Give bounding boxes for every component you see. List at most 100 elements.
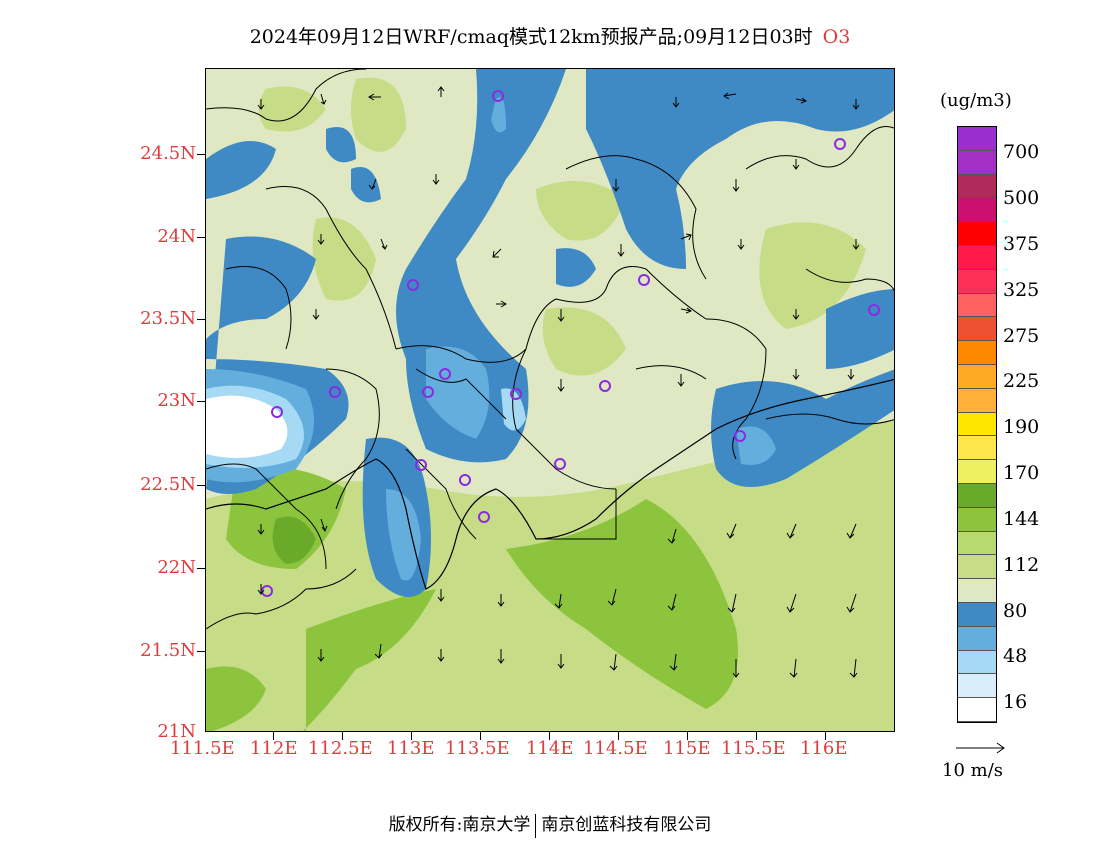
- zone-144-green-southwest: [206, 666, 266, 731]
- legend-label: 170: [1003, 462, 1040, 484]
- footer-divider: [535, 813, 537, 838]
- legend-label: 500: [1003, 187, 1040, 209]
- zone-very-low-central: [501, 388, 526, 431]
- lon-label-113: 113E: [387, 738, 435, 759]
- lat-tick: [197, 237, 205, 238]
- lat-tick: [197, 485, 205, 486]
- lat-label-21: 21N: [157, 721, 196, 742]
- zone-112-patch: [312, 217, 376, 301]
- lat-tick: [197, 154, 205, 155]
- legend-swatch: [958, 222, 996, 246]
- lat-tick: [197, 651, 205, 652]
- pollutant-species: O3: [822, 26, 851, 48]
- lon-tick: [756, 732, 757, 740]
- legend-swatch: [958, 626, 996, 651]
- lon-label-114: 114E: [526, 738, 574, 759]
- zone-112-patch: [258, 86, 326, 132]
- copyright-footer: 版权所有:南京大学 南京创蓝科技有限公司: [0, 810, 1100, 838]
- lat-label-21-5: 21.5N: [140, 640, 196, 661]
- lat-label-23-5: 23.5N: [140, 308, 196, 329]
- zone-144-dark-green: [272, 516, 316, 564]
- lon-tick: [618, 732, 619, 740]
- legend-swatch: [958, 127, 996, 151]
- legend-label: 80: [1003, 600, 1028, 622]
- legend-label: 375: [1003, 233, 1040, 255]
- lat-label-22-5: 22.5N: [140, 474, 196, 495]
- lon-tick: [549, 732, 550, 740]
- color-legend: [957, 126, 997, 723]
- legend-unit: (ug/m3): [940, 90, 1012, 111]
- lat-label-23: 23N: [157, 390, 196, 411]
- legend-swatch: [958, 603, 996, 627]
- zone-48-80-northeast: [826, 289, 894, 369]
- zone-16-48-delta: [386, 489, 421, 581]
- zone-48-80-patch: [351, 167, 381, 203]
- zone-112-patch: [351, 77, 406, 152]
- legend-label: 225: [1003, 370, 1040, 392]
- zone-48-80-northwest: [206, 141, 276, 199]
- legend-swatch: [958, 341, 996, 365]
- lat-tick: [197, 568, 205, 569]
- copyright-owner: 版权所有:南京大学: [388, 815, 531, 835]
- legend-swatch: [958, 674, 996, 699]
- legend-swatch: [958, 150, 996, 175]
- zone-144-green-south: [303, 589, 436, 731]
- legend-swatch: [958, 531, 996, 556]
- legend-swatch: [958, 698, 996, 722]
- legend-swatch: [958, 650, 996, 675]
- legend-label: 325: [1003, 279, 1040, 301]
- legend-swatch: [958, 555, 996, 580]
- title-text: 2024年09月12日WRF/cmaq模式12km预报产品;09月12日03时: [249, 26, 813, 48]
- legend-swatch: [958, 412, 996, 437]
- lat-label-24-5: 24.5N: [140, 143, 196, 164]
- administrative-boundaries: [206, 69, 894, 630]
- lon-label-113-5: 113.5E: [445, 738, 510, 759]
- legend-swatch: [958, 388, 996, 413]
- lon-tick: [273, 732, 274, 740]
- zone-16-48-north: [491, 97, 506, 133]
- monitoring-sites: [261, 90, 880, 597]
- zone-16-48-east: [736, 426, 776, 465]
- lat-label-24: 24N: [157, 226, 196, 247]
- legend-label: 700: [1003, 141, 1040, 163]
- lon-label-116: 116E: [800, 738, 848, 759]
- lat-tick: [197, 319, 205, 320]
- legend-swatch: [958, 198, 996, 223]
- map-canvas: [206, 69, 894, 731]
- ozone-concentration-map[interactable]: [205, 68, 895, 732]
- lon-label-111-5: 111.5E: [170, 738, 235, 759]
- lon-tick: [411, 732, 412, 740]
- legend-label: 112: [1003, 554, 1040, 576]
- zone-48-80-patch: [556, 248, 596, 287]
- lat-label-22: 22N: [157, 557, 196, 578]
- lon-label-112-5: 112.5E: [308, 738, 373, 759]
- legend-label: 190: [1003, 416, 1040, 438]
- lon-label-114-5: 114.5E: [583, 738, 648, 759]
- legend-label: 48: [1003, 645, 1028, 667]
- legend-swatch: [958, 484, 996, 508]
- coastline: [206, 378, 894, 590]
- legend-swatch: [958, 436, 996, 461]
- lat-tick: [197, 401, 205, 402]
- zone-112-patch: [542, 307, 626, 376]
- zone-48-80-north: [586, 69, 894, 269]
- legend-swatch: [958, 269, 996, 294]
- legend-swatch: [958, 293, 996, 318]
- legend-swatch: [958, 174, 996, 199]
- zone-48-80-patch: [326, 127, 356, 163]
- legend-label: 144: [1003, 508, 1040, 530]
- copyright-company: 南京创蓝科技有限公司: [541, 815, 712, 835]
- wind-vectors: [257, 86, 860, 678]
- legend-swatch: [958, 317, 996, 342]
- zone-112-patch: [759, 222, 866, 329]
- zone-below-16: [206, 395, 288, 458]
- zone-112-patch: [536, 181, 626, 241]
- legend-swatch: [958, 507, 996, 532]
- lon-tick: [480, 732, 481, 740]
- zone-144-green-east: [506, 499, 738, 709]
- lon-label-112: 112E: [250, 738, 298, 759]
- lon-label-115: 115E: [663, 738, 711, 759]
- legend-swatch: [958, 460, 996, 484]
- legend-label: 16: [1003, 691, 1028, 713]
- wind-reference-arrow-icon: [956, 742, 1005, 754]
